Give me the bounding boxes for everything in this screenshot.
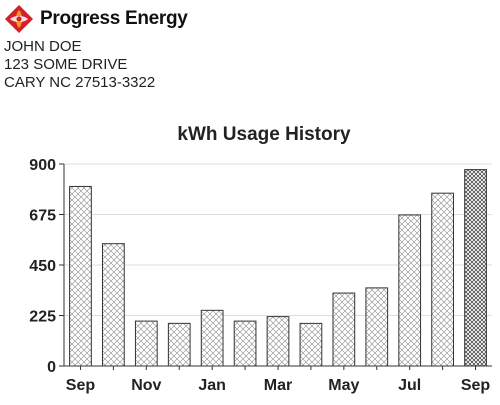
brand-logo: Progress Energy: [4, 4, 188, 34]
customer-address: JOHN DOE 123 SOME DRIVE CARY NC 27513-33…: [4, 38, 188, 92]
y-tick-label: 0: [47, 359, 56, 376]
bar-sep-12: [464, 169, 487, 367]
customer-city-line: CARY NC 27513-3322: [4, 74, 156, 91]
bar-dec-3: [167, 322, 191, 367]
bar-mar-6: [266, 316, 290, 367]
usage-chart-svg: kWh Usage History 0 225 450 675 900 Sep Nov Jan…: [29, 124, 492, 394]
bar-aug-11: [431, 192, 454, 367]
bar-jan-4: [200, 309, 224, 367]
bar-jul-10: [398, 214, 422, 367]
x-tick-label: Jul: [398, 377, 421, 394]
x-tick-label: May: [328, 377, 359, 394]
y-tick-label: 450: [29, 258, 56, 275]
x-tick-label: Sep: [461, 377, 491, 394]
bar-oct-1: [102, 243, 125, 367]
chart-title: kWh Usage History: [177, 124, 351, 145]
bar-may-8: [332, 292, 356, 367]
bar-nov-2: [134, 320, 158, 367]
x-tick-label: Jan: [198, 377, 226, 394]
customer-street: 123 SOME DRIVE: [4, 56, 128, 73]
bar-jun-9: [365, 287, 389, 367]
x-tick-label: Mar: [264, 377, 292, 394]
progress-energy-logo-icon: [5, 5, 33, 33]
bar-feb-5: [233, 320, 257, 367]
bar-sep-0: [69, 185, 92, 367]
y-tick-label: 225: [29, 309, 56, 326]
x-tick-label: Sep: [66, 377, 96, 394]
header: Progress Energy JOHN DOE 123 SOME DRIVE …: [4, 4, 188, 92]
y-tick-label: 675: [29, 208, 56, 225]
y-tick-label: 900: [29, 157, 56, 174]
x-tick-label: Nov: [131, 377, 161, 394]
customer-name: JOHN DOE: [4, 38, 82, 55]
usage-chart: kWh Usage History 0 225 450 675 900 Sep Nov Jan…: [0, 110, 500, 400]
brand-name: Progress Energy: [40, 8, 188, 29]
bar-apr-7: [299, 322, 323, 367]
